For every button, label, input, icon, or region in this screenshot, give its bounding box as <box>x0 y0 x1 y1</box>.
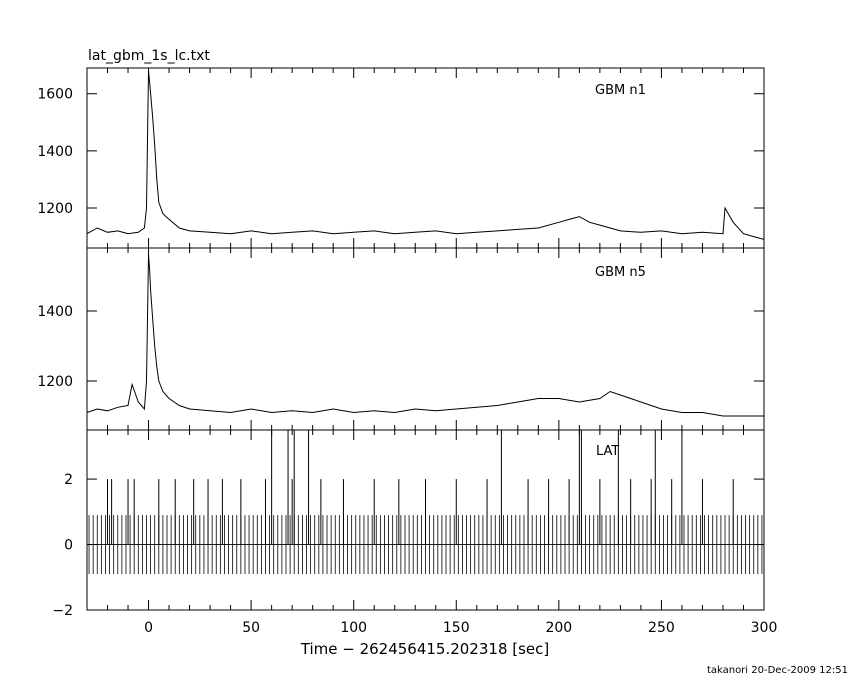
panel-lat-frame <box>86 429 765 611</box>
panel-lat-x-axis: 0 50 100 150 200 250 300 <box>86 430 778 636</box>
panel-gbm-n1-label: GBM n1 <box>595 83 646 98</box>
panel-gbm-n5-frame <box>86 247 765 431</box>
x-tick-label: 300 <box>751 620 778 636</box>
chart-title: lat_gbm_1s_lc.txt <box>88 48 210 64</box>
panel-gbm-n5-label: GBM n5 <box>595 265 646 280</box>
y-tick-label: 2 <box>64 472 73 488</box>
x-tick-label: 250 <box>648 620 675 636</box>
x-tick-label: 200 <box>545 620 572 636</box>
y-tick-label: 1400 <box>37 304 73 320</box>
x-tick-label: 0 <box>144 620 153 636</box>
panel-gbm-n5: GBM n5 1200 1400 <box>37 247 765 431</box>
panel-gbm-n1-y-axis: 1200 1400 1600 <box>37 87 764 217</box>
series-gbm-n5-line <box>86 254 764 417</box>
panel-gbm-n1: GBM n1 1200 1400 1600 <box>37 67 765 249</box>
panel-gbm-n1-frame <box>86 67 765 249</box>
x-tick-label: 150 <box>443 620 470 636</box>
panel-gbm-n1-x-axis <box>86 68 765 248</box>
panel-lat-label: LAT <box>596 444 619 459</box>
y-tick-label: 1200 <box>37 201 73 217</box>
y-tick-label: 0 <box>64 538 73 554</box>
series-lat-bars <box>87 430 764 574</box>
y-tick-label: −2 <box>52 603 73 619</box>
panel-lat: LAT −2 0 2 0 50 100 150 200 250 300 <box>52 429 778 636</box>
x-tick-label: 100 <box>340 620 367 636</box>
panel-lat-y-axis: −2 0 2 <box>52 472 764 619</box>
panel-gbm-n5-y-axis: 1200 1400 <box>37 304 764 390</box>
footer-timestamp: takanori 20-Dec-2009 12:51 <box>707 665 848 676</box>
y-tick-label: 1600 <box>37 87 73 103</box>
y-tick-label: 1200 <box>37 374 73 390</box>
x-tick-label: 50 <box>242 620 260 636</box>
panel-gbm-n5-x-axis <box>86 248 765 430</box>
series-gbm-n1-line <box>86 70 765 240</box>
y-tick-label: 1400 <box>37 144 73 160</box>
x-axis-label: Time − 262456415.202318 [sec] <box>300 640 550 658</box>
